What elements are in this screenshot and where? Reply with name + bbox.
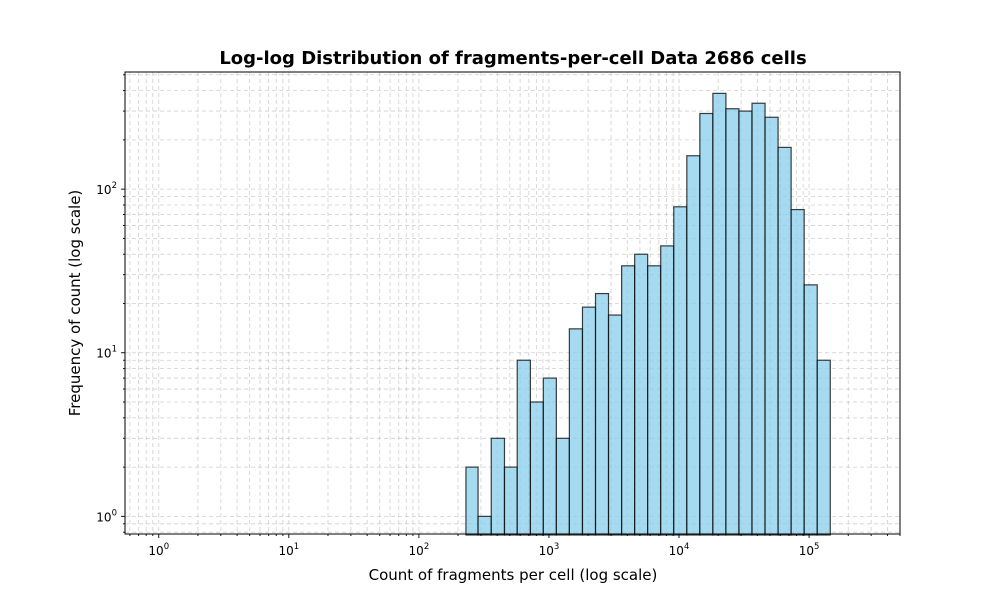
chart-title: Log-log Distribution of fragments-per-ce… bbox=[219, 48, 806, 69]
plot-frame bbox=[124, 71, 901, 535]
histogram-bar bbox=[529, 401, 544, 536]
x-tick-labels: 100 101 102 103 104 105 bbox=[148, 542, 819, 558]
histogram-bar bbox=[516, 359, 532, 536]
histogram-bar bbox=[777, 146, 792, 536]
histogram-bar bbox=[634, 253, 649, 536]
histogram-bar bbox=[816, 359, 831, 536]
histogram-bar bbox=[607, 314, 623, 536]
histogram-bar bbox=[503, 466, 518, 536]
y-tick-label: 100 bbox=[96, 508, 117, 524]
histogram-bar bbox=[686, 155, 701, 536]
histogram-bar bbox=[803, 284, 818, 536]
x-tick-label: 103 bbox=[539, 542, 560, 558]
histogram-bar bbox=[594, 292, 610, 536]
histogram-bar bbox=[660, 245, 675, 536]
histogram-bar bbox=[568, 328, 584, 536]
y-tick-label: 102 bbox=[96, 181, 117, 197]
histogram-bar bbox=[542, 377, 557, 536]
histogram-bar bbox=[790, 208, 805, 536]
histogram-bar bbox=[673, 206, 688, 536]
y-tick-label: 101 bbox=[96, 345, 117, 361]
histogram-bar bbox=[712, 92, 727, 536]
x-tick-label: 105 bbox=[799, 542, 820, 558]
x-tick-label: 101 bbox=[278, 542, 299, 558]
histogram-bar bbox=[699, 112, 714, 536]
histogram-bar bbox=[465, 466, 479, 536]
x-tick-label: 102 bbox=[409, 542, 430, 558]
axis-ticks bbox=[121, 74, 901, 538]
y-axis-label: Frequency of count (log scale) bbox=[66, 190, 84, 417]
histogram-bar bbox=[738, 110, 753, 536]
histogram-bar bbox=[764, 116, 779, 536]
histogram-bar bbox=[621, 265, 636, 536]
histogram-bar bbox=[751, 102, 766, 536]
histogram-bars bbox=[465, 92, 831, 536]
histogram-bar bbox=[581, 306, 597, 536]
x-axis-label: Count of fragments per cell (log scale) bbox=[369, 566, 658, 584]
histogram-bar bbox=[490, 437, 506, 536]
histogram-bar bbox=[725, 108, 740, 536]
y-tick-labels: 100 101 102 bbox=[96, 181, 117, 524]
x-tick-label: 104 bbox=[669, 542, 690, 558]
histogram-bar bbox=[647, 265, 662, 536]
histogram-bar bbox=[477, 515, 492, 536]
histogram-bar bbox=[555, 437, 570, 536]
x-tick-label: 100 bbox=[148, 542, 169, 558]
